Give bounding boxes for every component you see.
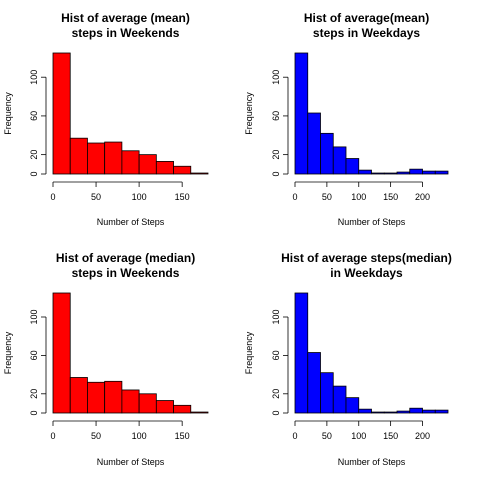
panel-1-x-tick-label-4: 150 bbox=[175, 192, 190, 202]
panel-4-x-tick-label-1: 0 bbox=[292, 431, 297, 441]
panel-1-bar-5 bbox=[121, 150, 140, 175]
panel-4-bar-4 bbox=[332, 385, 347, 414]
panel-1-bar-7 bbox=[155, 161, 174, 175]
panel-1-bar-6 bbox=[138, 154, 157, 175]
panel-3-bar-3 bbox=[87, 381, 106, 414]
panel-1-bar-8 bbox=[173, 165, 192, 175]
panel-2-x-axis-label: Number of Steps bbox=[338, 217, 406, 227]
panel-3-x-tick-label-2: 50 bbox=[91, 431, 101, 441]
panel-4-bar-3 bbox=[320, 372, 334, 414]
panel-2-y-tick-label-1: 0 bbox=[271, 171, 281, 176]
panel-4-bar-5 bbox=[345, 397, 360, 414]
panel-2-bar-2 bbox=[307, 112, 321, 175]
panel-1-bar-3 bbox=[87, 142, 106, 175]
panel-1-y-axis-label: Frequency bbox=[3, 92, 13, 135]
panel-2-bar-1 bbox=[294, 52, 309, 175]
panel-4-x-tick-label-5: 200 bbox=[415, 431, 430, 441]
panel-3-bar-2 bbox=[69, 377, 88, 414]
panel-2-bar-5 bbox=[345, 158, 360, 175]
panel-2-x-tick-label-2: 50 bbox=[322, 192, 332, 202]
panel-1-y-tick-label-2: 20 bbox=[29, 150, 39, 160]
panel-3-bar-7 bbox=[155, 400, 174, 414]
panel-4-bar-2 bbox=[307, 352, 321, 414]
panel-4-bar-11 bbox=[422, 409, 436, 414]
panel-3-y-axis-label: Frequency bbox=[3, 331, 13, 374]
panel-4-title-line-2: in Weekdays bbox=[330, 266, 403, 280]
panel-1-y-tick-label-1: 0 bbox=[29, 171, 39, 176]
panel-2-x-tick-label-3: 100 bbox=[351, 192, 366, 202]
panel-2-bar-11 bbox=[422, 170, 436, 175]
panel-2-y-axis-label: Frequency bbox=[244, 92, 254, 135]
panel-3-y-tick-label-4: 100 bbox=[29, 309, 39, 324]
panel-4-bar-6 bbox=[358, 408, 372, 414]
panel-2-bar-6 bbox=[358, 169, 372, 175]
panel-3-x-tick-label-1: 0 bbox=[50, 431, 55, 441]
panel-2-bar-7 bbox=[371, 172, 385, 175]
panel-1-bar-9 bbox=[190, 172, 209, 175]
panel-3-x-axis-label: Number of Steps bbox=[97, 457, 165, 467]
panel-1-x-tick-label-2: 50 bbox=[91, 192, 101, 202]
panel-2-bar-12 bbox=[434, 170, 449, 175]
panel-1-x-axis-label: Number of Steps bbox=[97, 217, 165, 227]
panel-3-x-tick-label-3: 100 bbox=[132, 431, 147, 441]
panel-4-y-tick-label-4: 100 bbox=[271, 309, 281, 324]
panel-4-bar-12 bbox=[434, 409, 449, 414]
panel-4-x-tick-label-2: 50 bbox=[322, 431, 332, 441]
panel-4-bar-1 bbox=[294, 292, 309, 414]
panel-1-x-tick-label-1: 0 bbox=[50, 192, 55, 202]
panel-4-bar-8 bbox=[383, 411, 398, 414]
panel-1-bar-1 bbox=[52, 52, 71, 175]
panel-4-x-tick-label-4: 150 bbox=[383, 431, 398, 441]
panel-2-y-tick-label-4: 100 bbox=[271, 70, 281, 85]
panel-1-bar-4 bbox=[104, 141, 123, 175]
panel-1-title-line-2: steps in Weekends bbox=[72, 26, 180, 40]
panel-3-y-tick-label-1: 0 bbox=[29, 410, 39, 415]
panel-2-title-line-2: steps in Weekdays bbox=[313, 26, 420, 40]
panel-3-title-line-2: steps in Weekends bbox=[72, 266, 180, 280]
panel-3-bar-5 bbox=[121, 389, 140, 414]
panel-1-y-tick-label-4: 100 bbox=[29, 70, 39, 85]
panel-4-y-axis-label: Frequency bbox=[244, 331, 254, 374]
panel-4-y-tick-label-2: 20 bbox=[271, 389, 281, 399]
panel-2-bar-9 bbox=[396, 171, 411, 175]
panel-4-title-line-1: Hist of average steps(median) bbox=[281, 251, 452, 265]
panel-2-x-tick-label-4: 150 bbox=[383, 192, 398, 202]
panel-1-y-tick-label-3: 60 bbox=[29, 111, 39, 121]
panel-4-x-tick-label-3: 100 bbox=[351, 431, 366, 441]
panel-4-x-axis-label: Number of Steps bbox=[338, 457, 406, 467]
panel-1-bar-2 bbox=[69, 137, 88, 175]
panel-2-x-tick-label-1: 0 bbox=[292, 192, 297, 202]
panel-1-x-tick-label-3: 100 bbox=[132, 192, 147, 202]
panel-4-bar-9 bbox=[396, 410, 411, 414]
panel-3-bar-9 bbox=[190, 411, 209, 414]
panel-2-title-line-1: Hist of average(mean) bbox=[304, 11, 429, 25]
panel-1-title-line-1: Hist of average (mean) bbox=[61, 11, 190, 25]
panel-4-bar-7 bbox=[371, 411, 385, 414]
panel-4-y-tick-label-3: 60 bbox=[271, 350, 281, 360]
panel-3-y-tick-label-3: 60 bbox=[29, 350, 39, 360]
panel-2-x-tick-label-5: 200 bbox=[415, 192, 430, 202]
panel-2-bar-4 bbox=[332, 146, 347, 175]
panel-3-bar-8 bbox=[173, 404, 192, 414]
panel-3-bar-1 bbox=[52, 292, 71, 414]
panel-2-bar-8 bbox=[383, 172, 398, 175]
panel-2-y-tick-label-2: 20 bbox=[271, 150, 281, 160]
panel-4-bar-10 bbox=[409, 407, 423, 414]
panel-2-y-tick-label-3: 60 bbox=[271, 111, 281, 121]
panel-3-bar-6 bbox=[138, 393, 157, 414]
panel-3-title-line-1: Hist of average (median) bbox=[56, 251, 195, 265]
panel-2-bar-3 bbox=[320, 132, 334, 175]
panel-3-x-tick-label-4: 150 bbox=[175, 431, 190, 441]
panel-3-bar-4 bbox=[104, 380, 123, 414]
panel-4-y-tick-label-1: 0 bbox=[271, 410, 281, 415]
panel-2-bar-10 bbox=[409, 168, 423, 175]
panel-3-y-tick-label-2: 20 bbox=[29, 389, 39, 399]
